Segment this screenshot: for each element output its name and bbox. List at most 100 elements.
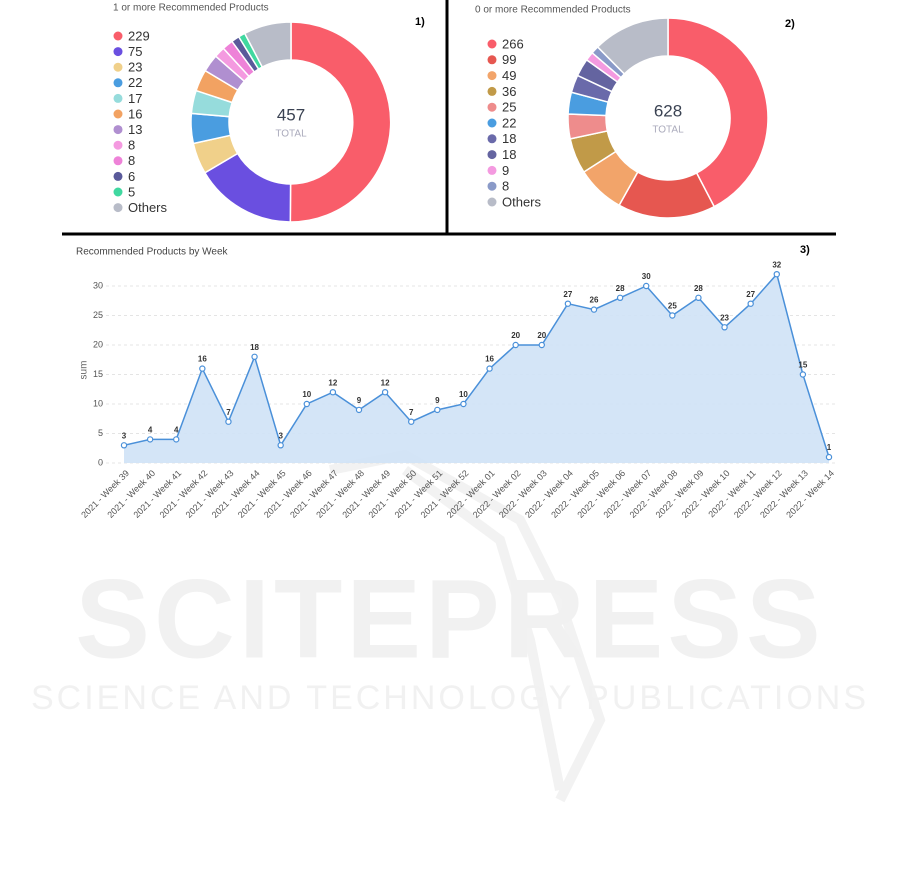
point — [146, 436, 154, 443]
point — [616, 294, 624, 301]
donut-slice — [596, 17, 669, 76]
legend-label: 8 — [128, 153, 135, 168]
legend-label: 75 — [128, 44, 142, 59]
legend-label: 22 — [128, 75, 142, 90]
data-label: 10 — [459, 390, 468, 399]
data-label: 27 — [746, 290, 755, 299]
point — [225, 418, 232, 425]
legend-swatch — [487, 71, 497, 81]
legend-label: 6 — [128, 169, 135, 184]
data-label: 1 — [827, 443, 832, 452]
point — [381, 389, 389, 396]
data-label: 27 — [563, 290, 572, 299]
data-label: 20 — [511, 331, 520, 340]
data-label: 20 — [537, 331, 546, 340]
watermark-title: SCITEPRESS — [75, 557, 825, 682]
data-label: 7 — [226, 408, 231, 417]
panel-label: 1) — [415, 16, 425, 28]
legend-swatch — [113, 156, 123, 166]
legend-swatch — [113, 109, 123, 119]
point — [538, 341, 545, 349]
legend-swatch — [113, 203, 123, 213]
legend-swatch — [113, 31, 123, 41]
data-label: 4 — [174, 426, 179, 435]
legend-swatch — [113, 93, 123, 103]
point — [773, 271, 780, 278]
data-label: 10 — [302, 390, 311, 399]
legend-label: 13 — [128, 122, 142, 137]
legend-swatch — [113, 47, 123, 57]
data-label: 12 — [328, 378, 337, 387]
legend-label: 18 — [502, 147, 516, 162]
y-tick-label: 5 — [98, 428, 103, 438]
legend-swatch — [487, 86, 497, 96]
data-label: 26 — [590, 296, 599, 305]
point — [747, 300, 754, 307]
legend-swatch — [487, 150, 497, 160]
watermark: SCITEPRESS SCIENCE AND TECHNOLOGY PUBLIC… — [31, 449, 869, 803]
data-label: 18 — [250, 343, 259, 352]
legend-label: 23 — [128, 60, 142, 75]
legend-label: 49 — [502, 68, 516, 83]
legend-label: 36 — [502, 84, 516, 99]
total-label: TOTAL — [652, 125, 684, 136]
point — [643, 282, 650, 290]
point — [355, 406, 363, 414]
point — [799, 371, 807, 378]
donut-slice — [243, 21, 292, 69]
total-value: 457 — [277, 105, 305, 124]
legend-swatch — [487, 118, 497, 128]
legend-swatch — [487, 55, 497, 65]
legend-label: Others — [128, 200, 168, 215]
point — [303, 400, 310, 408]
point — [408, 418, 415, 425]
legend-label: 17 — [128, 91, 142, 106]
legend-label: 25 — [502, 100, 516, 115]
data-label: 25 — [668, 302, 677, 311]
legend-label: 18 — [502, 131, 516, 146]
line — [123, 272, 830, 458]
point — [486, 365, 493, 372]
legend-label: 99 — [502, 52, 516, 67]
watermark-subtitle: SCIENCE AND TECHNOLOGY PUBLICATIONS — [31, 679, 869, 717]
y-tick-label: 10 — [93, 398, 103, 408]
data-label: 30 — [642, 272, 651, 281]
point — [173, 436, 180, 443]
legend-label: 22 — [502, 115, 516, 130]
point — [251, 353, 258, 360]
point — [721, 324, 728, 331]
data-label: 3 — [278, 431, 283, 440]
point — [460, 400, 467, 408]
y-tick-label: 0 — [98, 457, 103, 467]
data-label: 3 — [122, 431, 127, 440]
chart-title: Recommended Products by Week — [76, 247, 229, 258]
y-axis-label: sum — [79, 361, 90, 380]
donut-slice — [289, 21, 392, 223]
legend-label: Others — [502, 194, 542, 209]
legend-swatch — [113, 171, 123, 181]
legend-label: 229 — [128, 28, 150, 43]
data-label: 28 — [616, 284, 625, 293]
data-label: 16 — [198, 355, 207, 364]
panel-label: 2) — [785, 18, 795, 30]
point — [120, 442, 128, 449]
point — [199, 365, 206, 372]
point — [669, 312, 676, 319]
donut-slice — [667, 17, 769, 208]
data-label: 23 — [720, 313, 729, 322]
data-label: 28 — [694, 284, 703, 293]
legend-swatch — [113, 140, 123, 150]
data-label: 9 — [357, 396, 362, 405]
legend-label: 266 — [502, 36, 524, 51]
legend-swatch — [487, 181, 497, 191]
x-tick-label: 2022 - Week 14 — [784, 468, 836, 520]
legend-swatch — [113, 62, 123, 72]
legend-label: 8 — [502, 179, 509, 194]
point — [590, 306, 598, 313]
data-label: 4 — [148, 426, 153, 435]
y-tick-label: 30 — [93, 280, 103, 290]
point — [564, 300, 572, 307]
legend-label: 16 — [128, 106, 142, 121]
data-label: 9 — [435, 396, 440, 405]
